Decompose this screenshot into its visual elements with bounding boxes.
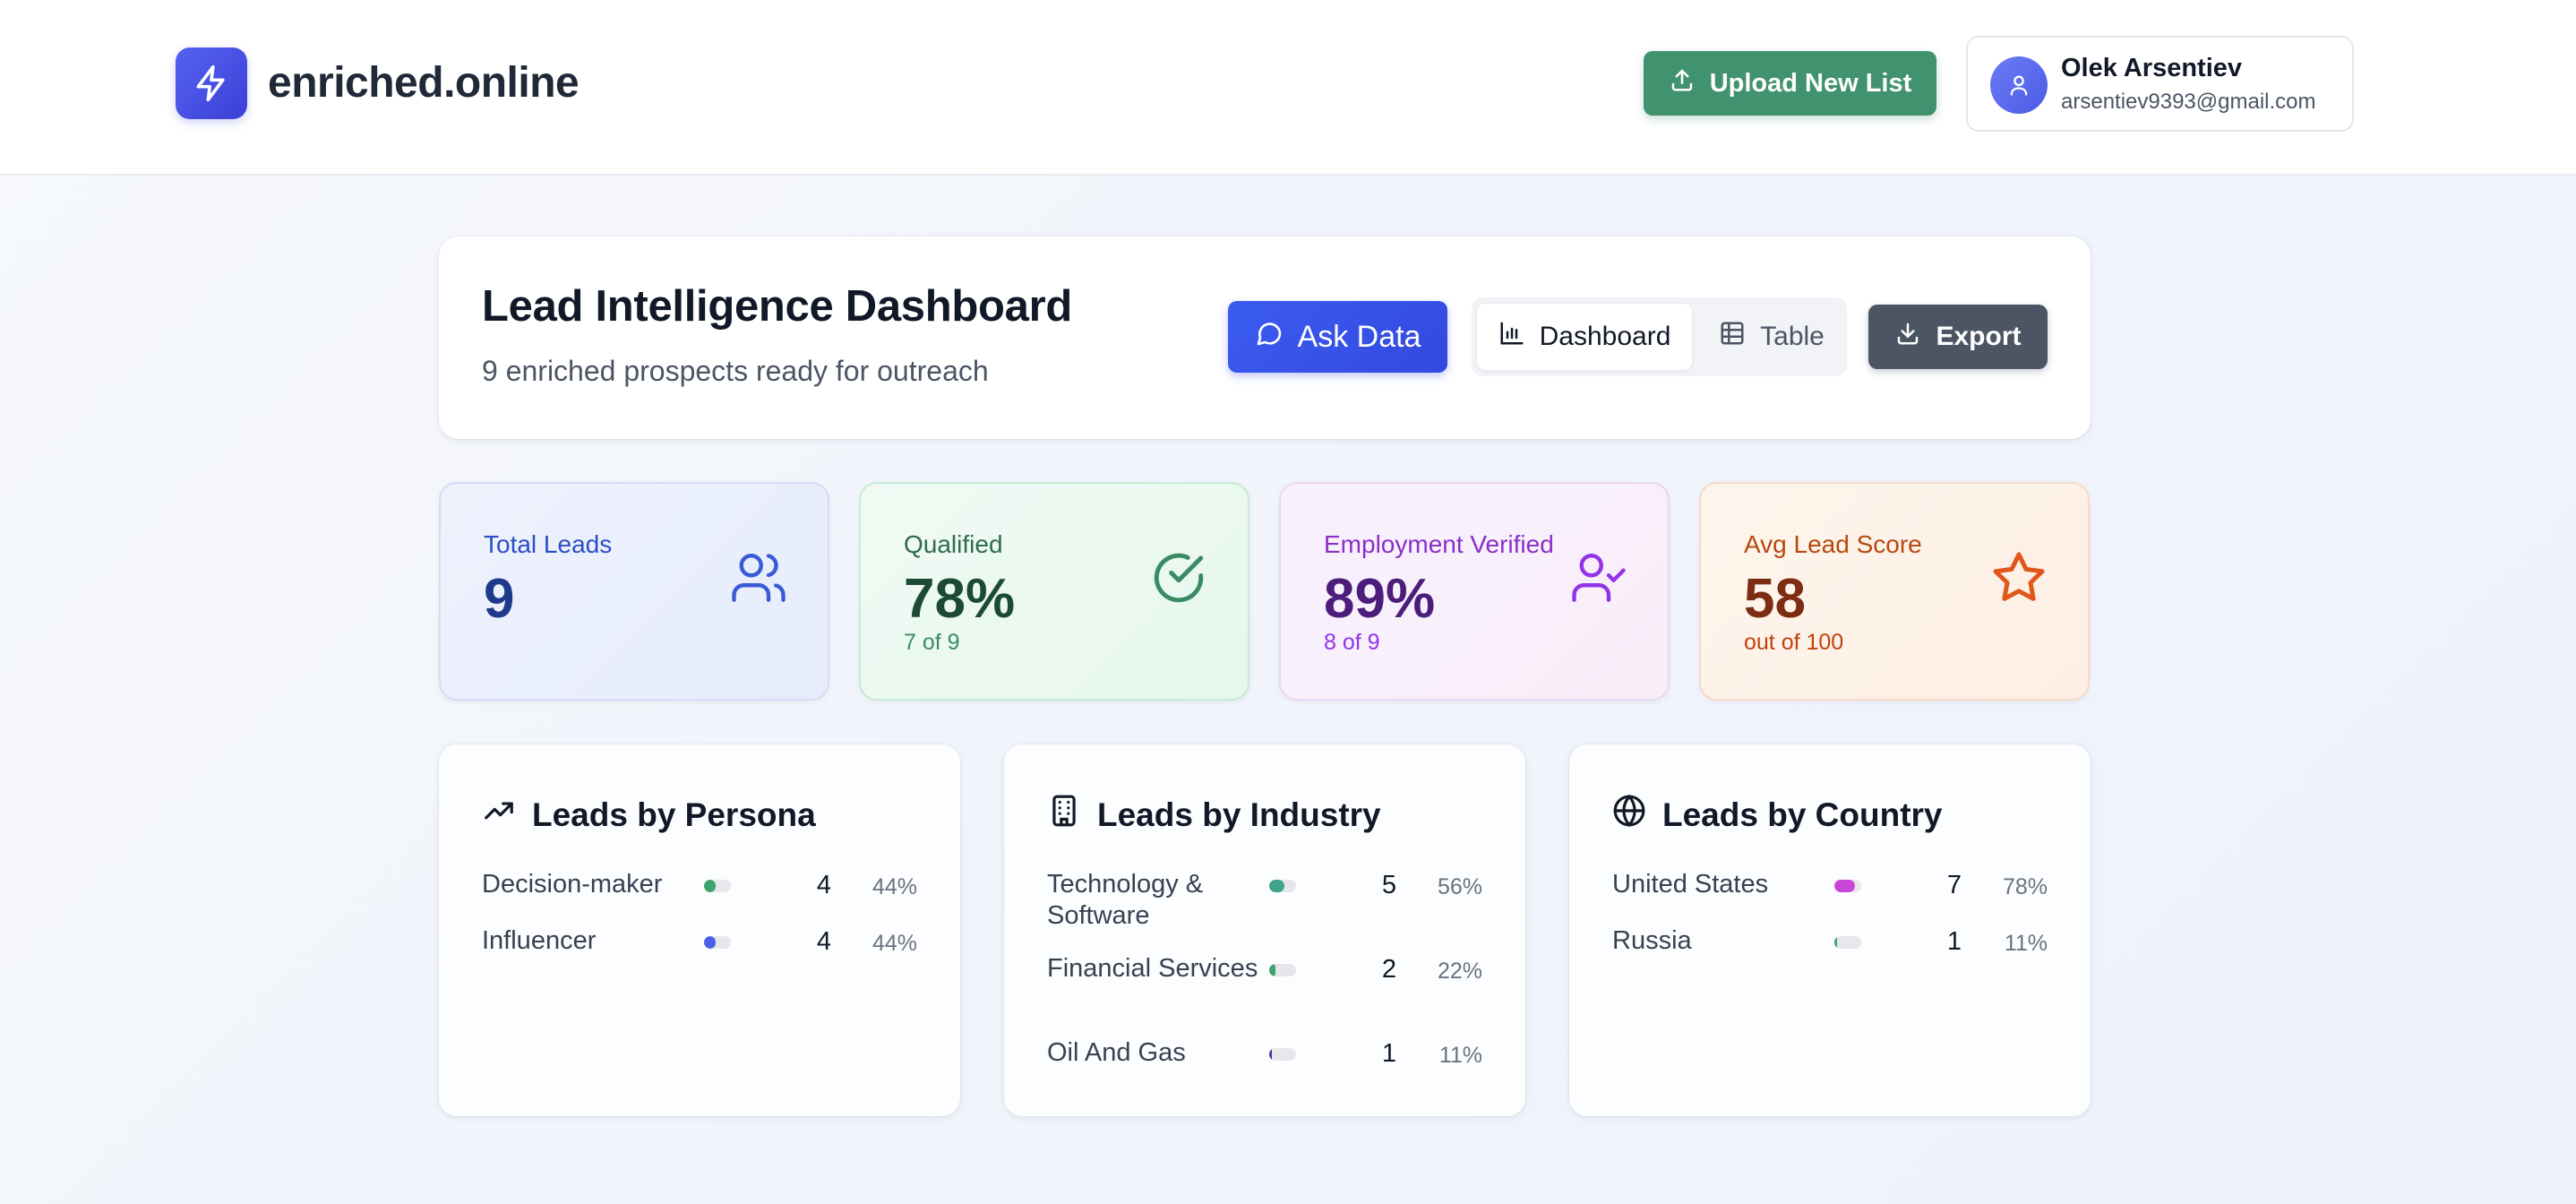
tab-dashboard[interactable]: Dashboard (1477, 304, 1692, 370)
row-count: 7 (1946, 871, 1962, 899)
stat-card-employment-verified: Employment Verified 89% 8 of 9 (1279, 482, 1670, 701)
ask-data-label: Ask Data (1297, 319, 1421, 354)
upload-icon (1669, 66, 1696, 100)
progress-fill (704, 936, 717, 949)
leads-by-persona-card: Leads by Persona Decision-maker 4 44% In… (439, 744, 960, 1116)
stat-value: 78% (904, 568, 1016, 630)
tab-table-label: Table (1760, 322, 1825, 351)
building-icon (1047, 794, 1081, 836)
progress-fill (1269, 880, 1284, 892)
progress-fill (1269, 1048, 1273, 1061)
stat-label: Qualified (904, 530, 1003, 558)
row-percent: 56% (1437, 874, 1482, 899)
leads-by-country-card: Leads by Country United States 7 78% Rus… (1569, 744, 2091, 1116)
stat-subtext: 7 of 9 (904, 630, 960, 655)
progress-bar (1834, 880, 1861, 892)
trending-up-icon (482, 794, 516, 836)
bar-chart-icon (1498, 320, 1525, 354)
tab-dashboard-label: Dashboard (1539, 322, 1671, 351)
row-count: 5 (1381, 871, 1396, 899)
lightning-logo-icon[interactable] (176, 47, 247, 119)
page-title: Lead Intelligence Dashboard (482, 282, 1072, 331)
tab-table[interactable]: Table (1704, 304, 1839, 370)
card-title: Leads by Industry (1097, 796, 1381, 833)
card-header: Leads by Industry (1047, 794, 1381, 836)
stat-value: 9 (484, 568, 515, 630)
progress-fill (1834, 936, 1838, 949)
user-menu[interactable]: Olek Arsentiev arsentiev9393@gmail.com (1966, 36, 2354, 132)
progress-fill (1834, 880, 1856, 892)
check-circle-icon (1149, 548, 1208, 612)
row-count: 1 (1381, 1039, 1396, 1068)
row-percent: 11% (1438, 1043, 1482, 1068)
row-label: Russia (1612, 926, 1692, 955)
table-icon (1719, 320, 1746, 354)
progress-bar (1269, 880, 1296, 892)
row-label: Decision-maker (482, 870, 663, 899)
row-percent: 11% (2004, 931, 2048, 956)
row-count: 1 (1946, 927, 1962, 956)
view-toggle: Dashboard Table (1472, 297, 1847, 376)
user-check-icon (1569, 548, 1628, 612)
ask-data-button[interactable]: Ask Data (1228, 301, 1447, 373)
page-subtitle: 9 enriched prospects ready for outreach (482, 355, 989, 387)
stat-label: Avg Lead Score (1744, 530, 1922, 558)
stat-card-avg-lead-score: Avg Lead Score 58 out of 100 (1699, 482, 2090, 701)
progress-bar (1269, 1048, 1296, 1061)
users-icon (729, 548, 788, 612)
progress-bar (704, 936, 731, 949)
avatar (1990, 56, 2048, 114)
leads-by-industry-card: Leads by Industry Technology & Software … (1004, 744, 1525, 1116)
row-count: 4 (816, 871, 831, 899)
star-icon (1989, 548, 2048, 612)
stat-card-total-leads: Total Leads 9 (439, 482, 829, 701)
globe-icon (1612, 794, 1646, 836)
stat-label: Employment Verified (1324, 530, 1554, 558)
stat-value: 58 (1744, 568, 1806, 630)
message-circle-icon (1255, 319, 1284, 356)
row-percent: 44% (872, 874, 917, 899)
progress-bar (704, 880, 731, 892)
card-header: Leads by Persona (482, 794, 816, 836)
download-icon (1894, 320, 1921, 354)
row-count: 4 (816, 927, 831, 956)
brand-name[interactable]: enriched.online (268, 59, 580, 107)
row-label: Financial Services (1047, 954, 1258, 983)
stat-value: 89% (1324, 568, 1436, 630)
user-email: arsentiev9393@gmail.com (2061, 90, 2316, 114)
row-label: Oil And Gas (1047, 1038, 1186, 1067)
progress-bar (1834, 936, 1861, 949)
stat-card-qualified: Qualified 78% 7 of 9 (859, 482, 1249, 701)
upload-new-list-button[interactable]: Upload New List (1644, 51, 1936, 116)
dashboard-title-card: Lead Intelligence Dashboard 9 enriched p… (439, 236, 2091, 439)
progress-fill (704, 880, 717, 892)
user-name: Olek Arsentiev (2061, 54, 2243, 82)
stat-label: Total Leads (484, 530, 613, 558)
top-bar: enriched.online Upload New List Olek Ars… (0, 0, 2576, 176)
row-label: United States (1612, 870, 1769, 899)
stat-subtext: out of 100 (1744, 630, 1844, 655)
card-title: Leads by Country (1662, 796, 1943, 833)
progress-bar (1269, 964, 1296, 976)
row-percent: 78% (2002, 874, 2048, 899)
row-count: 2 (1381, 955, 1396, 984)
upload-button-label: Upload New List (1709, 68, 1912, 98)
export-button[interactable]: Export (1868, 305, 2048, 369)
row-label: Influencer (482, 926, 597, 955)
progress-fill (1269, 964, 1275, 976)
card-title: Leads by Persona (532, 796, 816, 833)
card-header: Leads by Country (1612, 794, 1943, 836)
row-label: Technology & Software (1047, 870, 1204, 930)
row-percent: 22% (1437, 959, 1482, 984)
export-label: Export (1936, 322, 2022, 351)
stat-subtext: 8 of 9 (1324, 630, 1380, 655)
row-percent: 44% (872, 931, 917, 956)
